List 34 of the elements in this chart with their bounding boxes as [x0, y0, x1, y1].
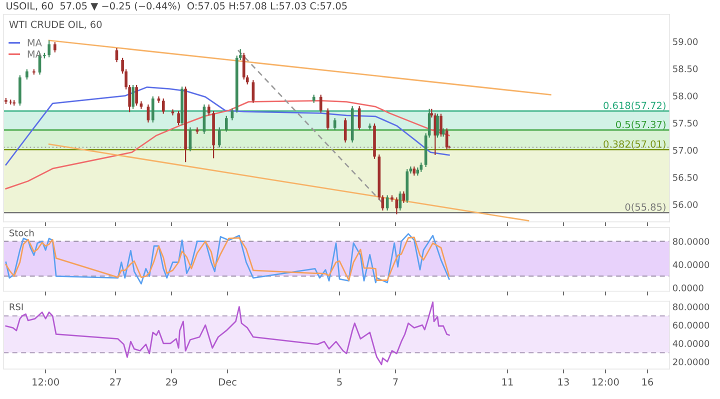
- y-tick-label: 56.00: [673, 201, 698, 208]
- y-tick-label: 20.0000: [673, 358, 710, 366]
- x-tick-label: 16: [642, 378, 654, 386]
- ref-line-label: 0(55.85): [625, 203, 666, 212]
- ref-line-label: 0.5(57.37): [616, 120, 666, 130]
- text: WTI CRUDE OIL, 60: [9, 20, 102, 30]
- y-tick-label: 80.0000: [672, 238, 710, 245]
- y-tick-label: 0.0000: [672, 284, 704, 292]
- x-tick-label: 12:00: [592, 378, 619, 386]
- y-tick-label: 58.50: [673, 65, 698, 72]
- y-tick-label: 56.50: [673, 174, 698, 181]
- ref-line-label: 0.382(57.01): [604, 140, 666, 149]
- y-tick-label: 40.0000: [672, 340, 710, 347]
- y-tick-label: 40.0000: [672, 261, 710, 268]
- x-tick-label: 13: [558, 378, 569, 386]
- chart-title: Stoch: [10, 229, 34, 236]
- chart-title: RSI: [10, 303, 23, 310]
- x-tick-label: 7: [393, 378, 398, 386]
- y-tick-label: 57.50: [673, 120, 698, 127]
- x-tick-label: 12:00: [32, 378, 59, 386]
- y-tick-label: 57.00: [673, 146, 698, 154]
- y-tick-label: 80.0000: [672, 303, 710, 310]
- x-tick-label: 5: [337, 378, 342, 386]
- ref-line-label: 0.618(57.72): [604, 102, 666, 110]
- legend-label: MA: [28, 50, 42, 58]
- x-tick-label: 29: [166, 378, 178, 386]
- x-tick-label: 11: [502, 378, 513, 386]
- x-tick-label: Dec: [219, 378, 236, 386]
- y-tick-label: 60.0000: [673, 322, 710, 329]
- text: USOIL, 60 57.05 ▼ −0.25 (−0.44%) O:57.05 H:57.08 L:57.03 C:57.05: [6, 2, 347, 11]
- y-tick-label: 58.00: [673, 92, 698, 100]
- x-tick-label: 27: [110, 378, 121, 386]
- y-tick-label: 59.00: [673, 38, 698, 46]
- legend-label: MA: [28, 39, 42, 46]
